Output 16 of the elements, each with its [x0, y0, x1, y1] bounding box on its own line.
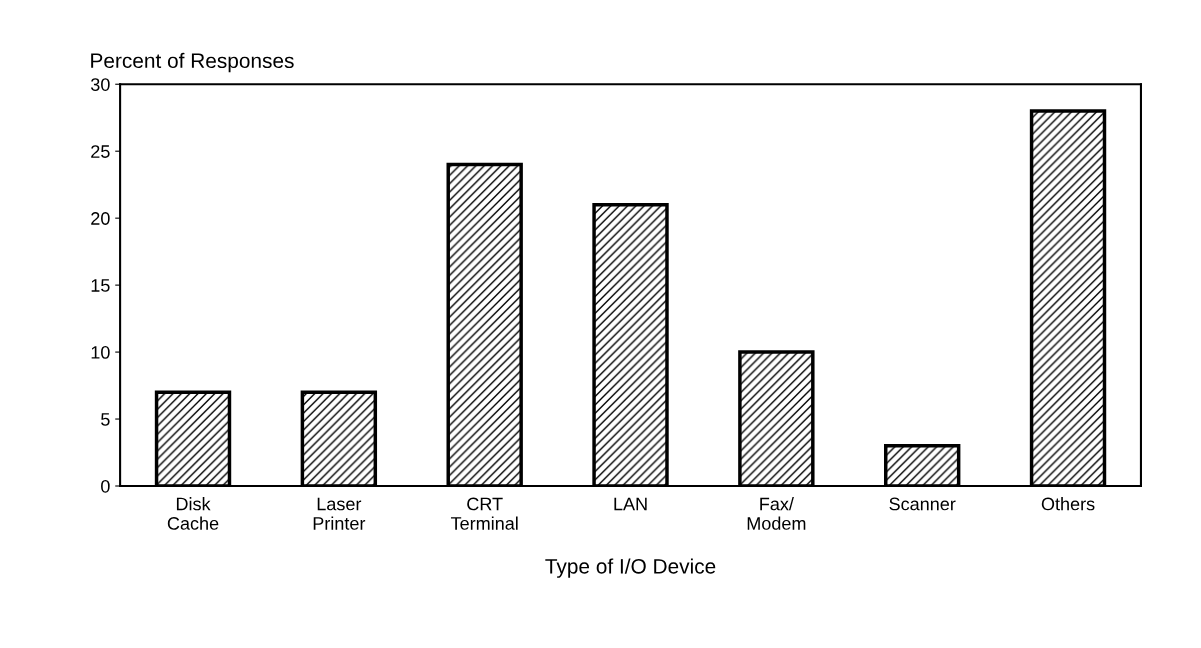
y-tick-label: 30: [90, 78, 110, 91]
x-tick-label: Fax/ Modem: [747, 497, 806, 530]
x-tick-label: Others: [1041, 497, 1095, 511]
y-tick-label: 25: [91, 145, 110, 158]
y-tick-label: 20: [91, 212, 110, 225]
y-tick-label: 10: [91, 346, 110, 359]
x-axis-title: Type of I/O Device: [545, 558, 716, 578]
x-tick-label: LAN: [614, 497, 647, 511]
y-tick-label: 15: [91, 279, 110, 292]
y-tick-label: 0: [101, 479, 110, 493]
x-tick-label: Laser Printer: [313, 497, 366, 530]
y-axis-title: Percent of Responses: [91, 52, 294, 73]
x-tick-label: Scanner: [889, 497, 956, 511]
y-tick-label: 5: [101, 413, 110, 426]
x-tick-label: Disk Cache: [167, 497, 219, 530]
x-tick-label: CRT Terminal: [450, 497, 518, 530]
